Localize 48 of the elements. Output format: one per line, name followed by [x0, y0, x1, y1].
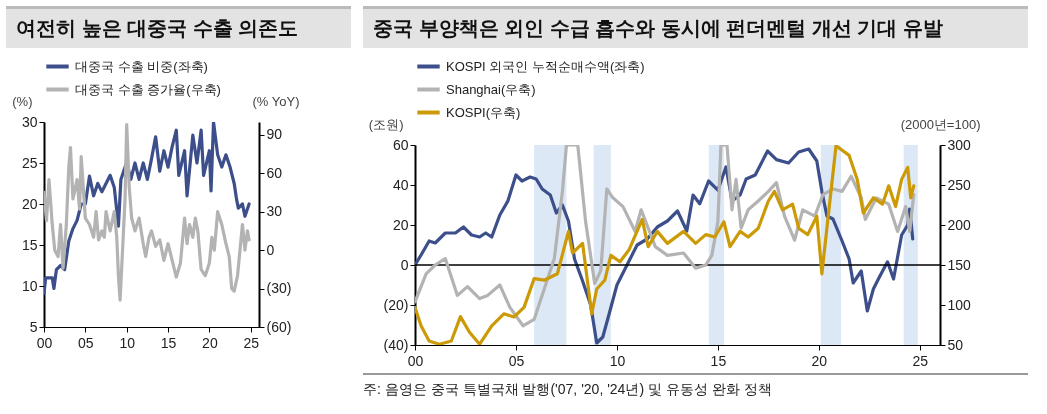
x-tick-label: 15 [710, 352, 727, 369]
y-axis-title: (%) [12, 93, 33, 109]
x-tick-label: 25 [243, 334, 260, 351]
x-tick-label: 00 [407, 352, 424, 369]
y-tick-label: 20 [392, 216, 409, 233]
x-tick-label: 25 [912, 352, 929, 369]
x-tick-label: 05 [78, 334, 94, 351]
y-tick-label: 20 [21, 195, 38, 212]
y-tick-label: 0 [400, 256, 409, 273]
y2-axis-title: (2000년=100) [900, 116, 981, 132]
y2-tick-label: 90 [266, 126, 283, 143]
legend-label: Shanghai(우축) [446, 81, 536, 97]
y-tick-label: (20) [383, 296, 409, 313]
x-tick-label: 00 [36, 334, 53, 351]
x-tick-label: 10 [119, 334, 136, 351]
y2-tick-label: 0 [266, 241, 275, 258]
y2-tick-label: 60 [266, 164, 283, 181]
y2-tick-label: 150 [947, 256, 972, 273]
y-tick-label: (40) [383, 336, 409, 353]
y2-tick-label: 300 [947, 136, 972, 153]
legend-label: 대중국 수출 비중(좌축) [75, 58, 208, 74]
y-axis-title: (조원) [368, 116, 404, 132]
legend-label: 대중국 수출 증가율(우축) [75, 81, 221, 97]
y2-tick-label: 30 [266, 203, 283, 220]
legend-label: KOSPI 외국인 누적순매수액(좌축) [446, 58, 645, 74]
y2-tick-label: 50 [947, 336, 964, 353]
y-tick-label: 30 [21, 113, 38, 130]
y-tick-label: 60 [392, 136, 409, 153]
y-tick-label: 40 [392, 176, 409, 193]
chart-title: 여전히 높은 대중국 수출 의존도 [6, 6, 351, 48]
y-tick-label: 10 [21, 277, 38, 294]
x-tick-label: 10 [609, 352, 626, 369]
chart-title: 중국 부양책은 외인 수급 흡수와 동시에 펀더멘털 개선 기대 유발 [363, 6, 1028, 48]
x-tick-label: 20 [811, 352, 828, 369]
y-tick-label: 15 [21, 236, 38, 253]
y-tick-label: 5 [29, 318, 38, 335]
y2-tick-label: 100 [947, 296, 972, 313]
legend-label: KOSPI(우축) [446, 104, 521, 120]
y2-tick-label: (30) [266, 280, 292, 297]
y2-tick-label: 250 [947, 176, 972, 193]
x-tick-label: 15 [160, 334, 177, 351]
y2-tick-label: 200 [947, 216, 972, 233]
y2-axis-title: (% YoY) [252, 93, 300, 109]
y2-tick-label: (60) [266, 318, 292, 335]
x-tick-label: 05 [508, 352, 525, 369]
text: 주: 음영은 중국 특별국채 발행('07, '20, '24년) 및 유동성 완화 정책 [363, 380, 773, 399]
x-tick-label: 20 [202, 334, 218, 351]
y-tick-label: 25 [21, 154, 38, 171]
